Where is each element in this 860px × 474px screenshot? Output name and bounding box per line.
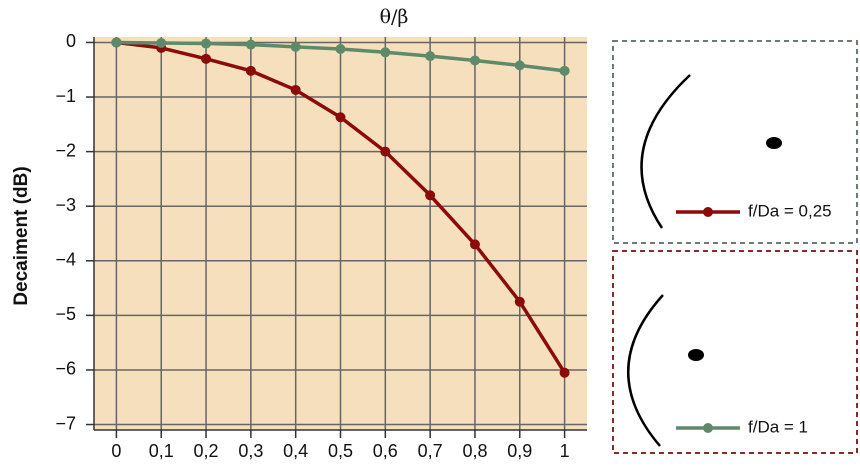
data-point <box>380 47 390 57</box>
x-tick-label: 0 <box>111 441 121 461</box>
feed-sketch <box>688 349 704 361</box>
y-tick-label: −2 <box>55 140 76 160</box>
data-point <box>470 55 480 65</box>
data-point <box>246 66 256 76</box>
x-tick-label: 0,9 <box>507 441 532 461</box>
legend-label: f/Da = 1 <box>748 417 808 436</box>
data-point <box>560 66 570 76</box>
legend-box <box>613 251 857 453</box>
x-tick-label: 0,4 <box>283 441 308 461</box>
data-point <box>156 38 166 48</box>
data-point <box>291 42 301 52</box>
chart: θ/β Decaiment (dB) 0 −1 −2 −3 −4 −5 −6 −7 0 0,1 0,… <box>0 0 860 469</box>
data-point <box>425 51 435 61</box>
data-point <box>336 112 346 122</box>
y-tick-label: −1 <box>55 86 76 106</box>
data-point <box>515 60 525 70</box>
y-tick-label: −7 <box>55 413 76 433</box>
data-point <box>425 190 435 200</box>
y-tick-label: −3 <box>55 195 76 215</box>
data-point <box>560 368 570 378</box>
x-tick-label: 0,1 <box>149 441 174 461</box>
legend-marker <box>703 423 713 433</box>
y-axis-label: Decaiment (dB) <box>11 166 32 305</box>
x-tick-label: 0,2 <box>194 441 219 461</box>
data-point <box>201 39 211 49</box>
y-tick-label: −4 <box>55 250 76 270</box>
x-tick-label: 0,5 <box>328 441 353 461</box>
feed-sketch <box>766 137 782 149</box>
x-tick-label: 0,8 <box>462 441 487 461</box>
legend-marker <box>703 207 713 217</box>
data-point <box>515 297 525 307</box>
x-tick-label: 0,7 <box>418 441 443 461</box>
dish-sketch <box>628 295 663 446</box>
x-tick-label: 0,6 <box>373 441 398 461</box>
data-point <box>380 147 390 157</box>
data-point <box>470 239 480 249</box>
legend-label: f/Da = 0,25 <box>748 201 832 220</box>
x-tick-label: 0,3 <box>238 441 263 461</box>
y-tick-label: 0 <box>66 31 76 51</box>
data-point <box>201 54 211 64</box>
data-point <box>336 44 346 54</box>
chart-title: θ/β <box>380 6 409 28</box>
data-point <box>111 37 121 47</box>
data-point <box>291 85 301 95</box>
x-tick-label: 1 <box>560 441 570 461</box>
dish-sketch <box>642 75 690 228</box>
y-tick-label: −6 <box>55 359 76 379</box>
data-point <box>246 40 256 50</box>
y-tick-label: −5 <box>55 304 76 324</box>
page: {"chart_data": {"type": "line", "title":… <box>0 0 860 474</box>
